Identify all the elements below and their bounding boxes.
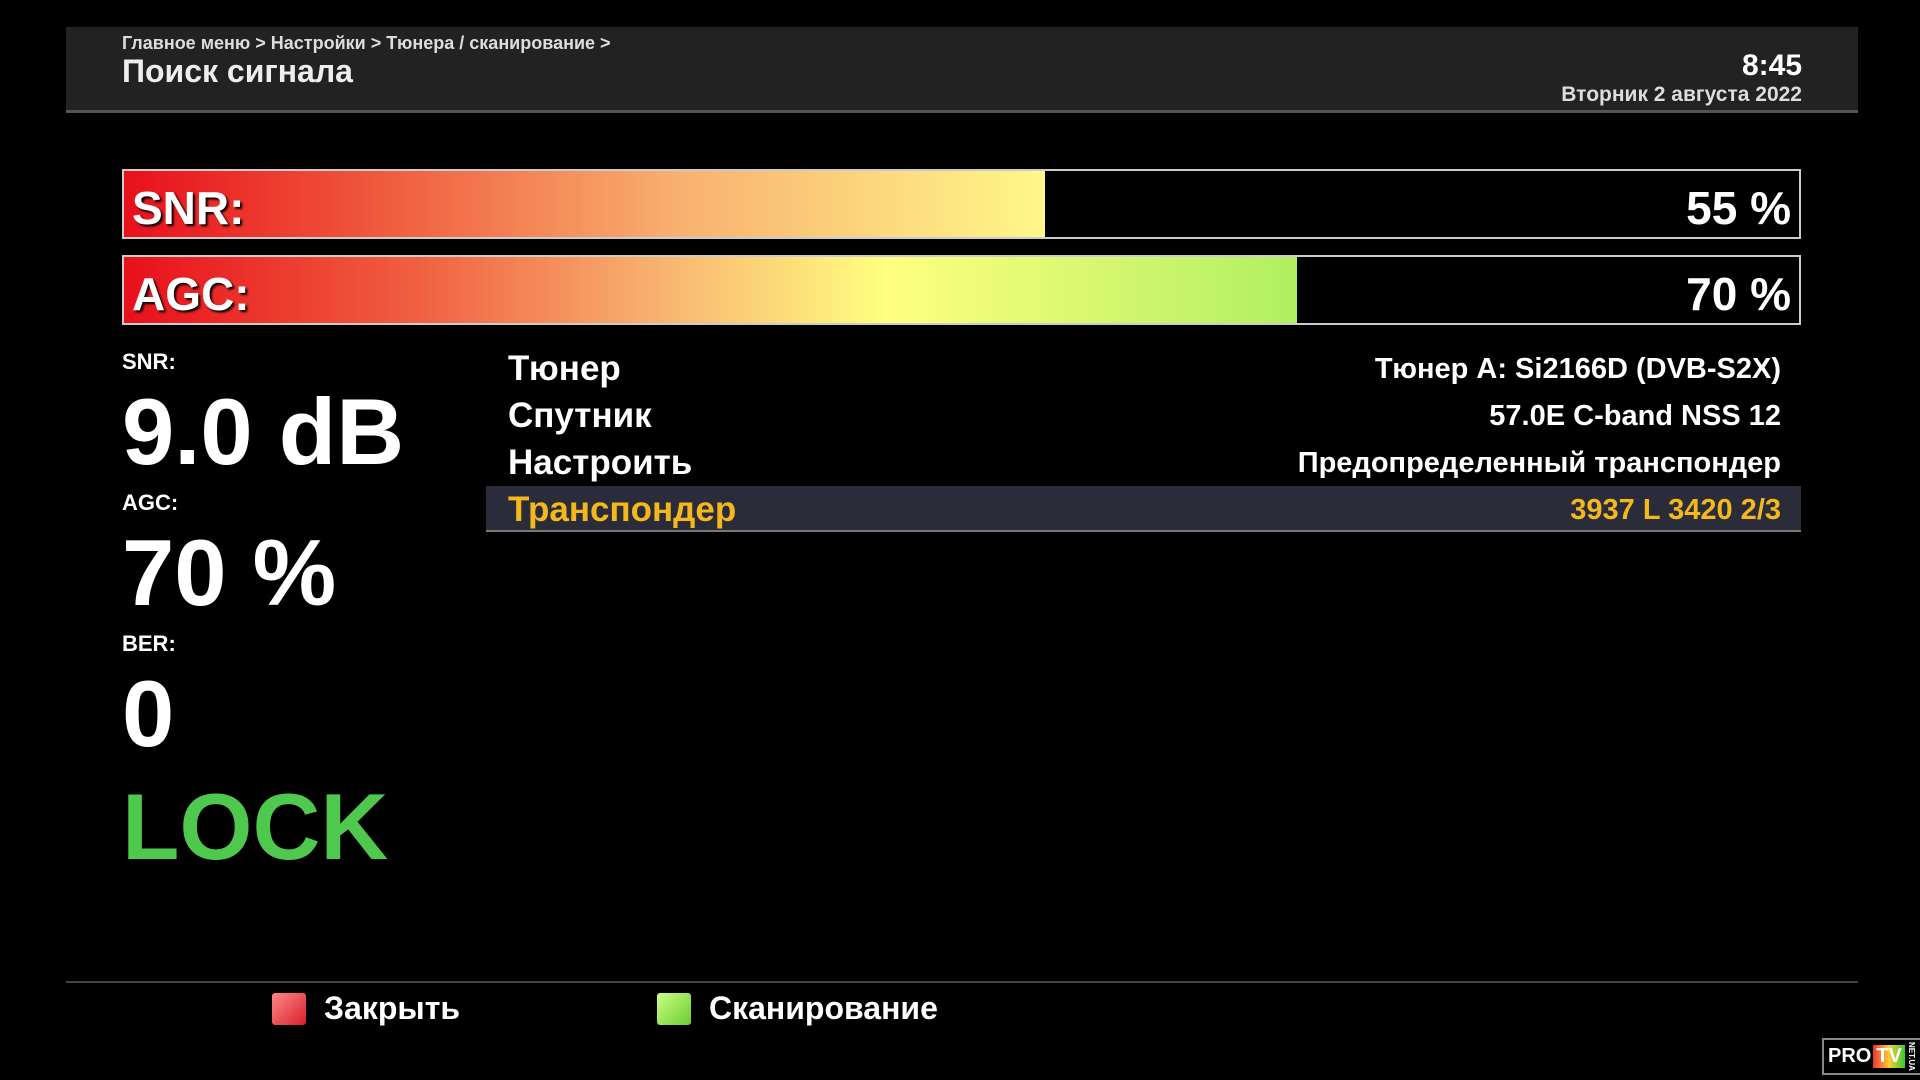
snr-value: 9.0 dB — [122, 379, 405, 484]
header-bar: Главное меню > Настройки > Тюнера / скан… — [66, 27, 1858, 113]
snr-label: SNR: — [122, 349, 176, 374]
close-label: Закрыть — [324, 990, 461, 1026]
logo-net: NET.UA — [1906, 1042, 1916, 1071]
detail-key: Настроить — [508, 443, 693, 482]
agc-bar-label: AGC: — [132, 268, 250, 320]
snr-bar-fill — [124, 171, 1046, 237]
date: Вторник 2 августа 2022 — [1561, 83, 1802, 106]
clock: 8:45 — [1741, 49, 1802, 82]
scan-button[interactable]: Сканирование — [657, 990, 938, 1027]
footer-divider — [66, 981, 1858, 983]
page-title: Поиск сигнала — [122, 53, 353, 89]
breadcrumb: Главное меню > Настройки > Тюнера / скан… — [122, 33, 611, 53]
ber-value: 0 — [122, 661, 175, 766]
logo-pro: PRO — [1828, 1044, 1872, 1067]
detail-value: 3937 L 3420 2/3 — [1570, 494, 1781, 526]
detail-key: Тюнер — [508, 349, 621, 388]
green-key-icon — [657, 992, 691, 1025]
detail-key: Спутник — [508, 396, 652, 435]
snr-bar-label: SNR: — [132, 182, 245, 234]
agc-bar-value: 70 % — [1686, 268, 1791, 320]
detail-value: 57.0E C-band NSS 12 — [1489, 400, 1781, 432]
detail-value: Тюнер A: Si2166D (DVB-S2X) — [1374, 353, 1781, 385]
scan-label: Сканирование — [709, 990, 938, 1026]
detail-value: Предопределенный транспондер — [1297, 447, 1781, 479]
detail-row-transponder[interactable]: Транспондер 3937 L 3420 2/3 — [486, 486, 1801, 532]
snr-bar-value: 55 % — [1686, 182, 1791, 234]
agc-label: AGC: — [122, 490, 179, 515]
agc-bar: AGC: 70 % — [122, 255, 1801, 325]
detail-row-satellite[interactable]: Спутник 57.0E C-band NSS 12 — [486, 392, 1801, 438]
ber-label: BER: — [122, 631, 176, 656]
red-key-icon — [272, 992, 306, 1025]
logo-tv: TV — [1873, 1044, 1905, 1068]
detail-row-tuner[interactable]: Тюнер Тюнер A: Si2166D (DVB-S2X) — [486, 345, 1801, 391]
agc-value: 70 % — [122, 520, 337, 625]
snr-bar: SNR: 55 % — [122, 169, 1801, 239]
detail-key: Транспондер — [508, 490, 737, 529]
close-button[interactable]: Закрыть — [272, 990, 460, 1027]
detail-row-setup[interactable]: Настроить Предопределенный транспондер — [486, 439, 1801, 485]
agc-bar-fill — [124, 257, 1297, 323]
lock-status: LOCK — [122, 774, 389, 879]
protv-logo: PRO TV NET.UA — [1822, 1038, 1920, 1075]
